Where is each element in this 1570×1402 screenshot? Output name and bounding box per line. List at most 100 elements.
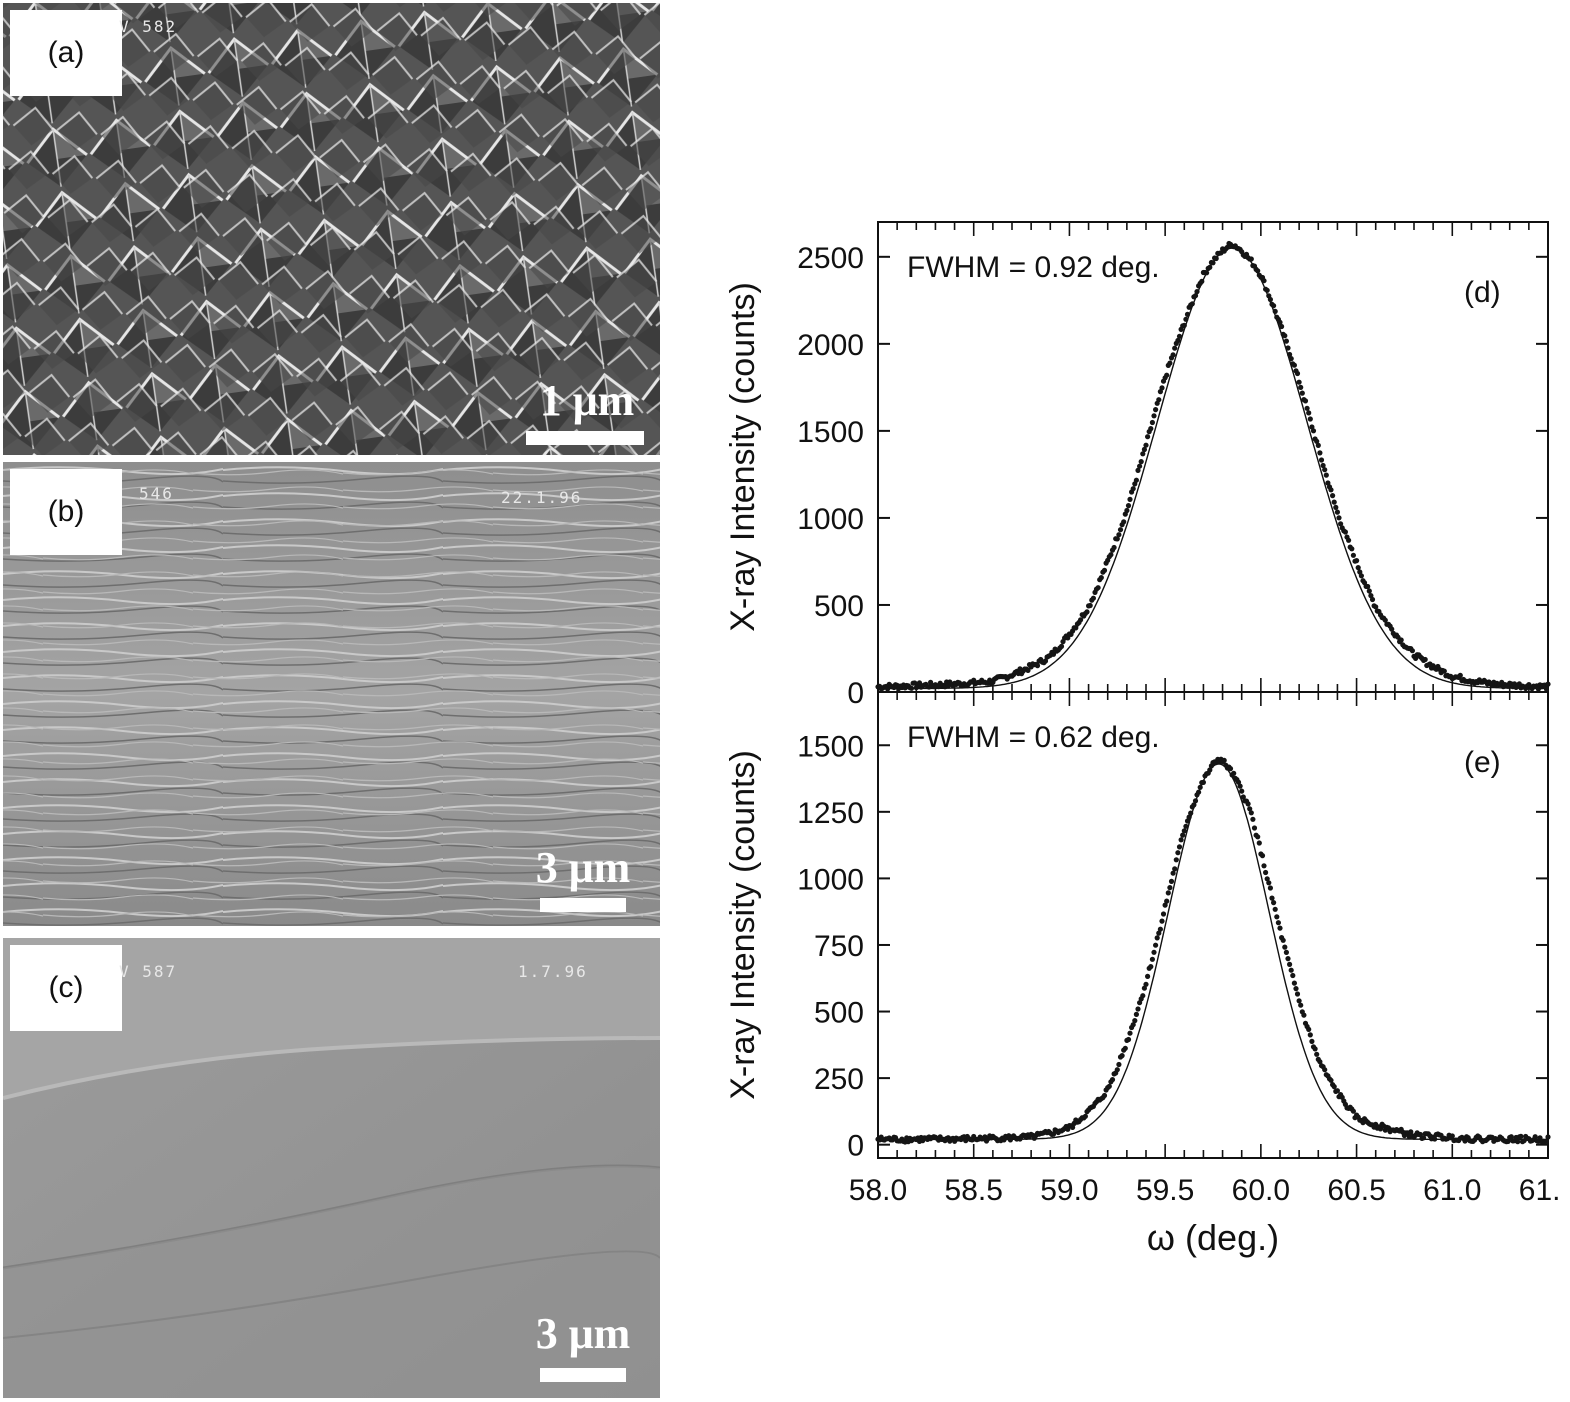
data-point <box>1172 866 1178 872</box>
micrograph-c: (c) V 587 1.7.96 3 μm <box>3 938 660 1398</box>
y-tick-label: 1000 <box>797 503 864 536</box>
data-point <box>1346 537 1352 543</box>
data-point <box>1188 810 1194 816</box>
data-point <box>1153 942 1159 948</box>
data-point <box>1098 575 1104 581</box>
data-point <box>1157 926 1163 932</box>
data-point <box>1269 895 1275 901</box>
data-point <box>1042 658 1049 664</box>
data-point <box>1261 863 1267 869</box>
x-tick-label: 61.5 <box>1519 1174 1560 1207</box>
data-point <box>1184 818 1191 824</box>
y-axis-label-d: X-ray Intensity (counts) <box>724 282 762 632</box>
data-point <box>1543 1138 1549 1144</box>
data-point <box>1124 507 1130 514</box>
data-point <box>1084 609 1090 615</box>
data-point <box>1180 832 1186 838</box>
data-point <box>1167 885 1173 891</box>
scale-bar-label: 1 μm <box>539 376 635 425</box>
data-point <box>1114 536 1120 542</box>
data-point <box>1197 784 1203 790</box>
data-point <box>1320 462 1326 469</box>
data-point <box>1181 322 1187 328</box>
data-point <box>1322 1067 1328 1073</box>
micrograph-stamp-id: 546 <box>139 484 174 503</box>
data-point <box>1143 442 1149 448</box>
data-point <box>1127 496 1133 502</box>
micrograph-b-image <box>3 462 660 926</box>
data-point <box>1306 1026 1312 1032</box>
data-point <box>1167 360 1173 366</box>
fwhm-annotation-d: FWHM = 0.92 deg. <box>907 251 1160 284</box>
data-point <box>1310 428 1317 434</box>
data-point <box>1149 956 1155 962</box>
data-point <box>1250 816 1256 822</box>
x-axis-label: ω (deg.) <box>1147 1217 1279 1258</box>
data-point <box>1298 384 1304 390</box>
data-point <box>1307 416 1313 422</box>
y-tick-label: 1250 <box>797 797 864 830</box>
scale-bar-label: 3 μm <box>535 1309 631 1358</box>
data-point <box>1328 1077 1334 1083</box>
data-point <box>1318 457 1325 463</box>
data-point <box>1148 964 1154 970</box>
data-point <box>1125 503 1132 509</box>
data-point <box>1272 308 1278 314</box>
data-point <box>1421 1135 1427 1141</box>
data-point <box>1106 1083 1112 1089</box>
data-point <box>1350 1108 1356 1114</box>
data-point <box>1156 930 1162 936</box>
data-point <box>1251 825 1258 831</box>
y-tick-label: 250 <box>814 1063 864 1096</box>
data-point <box>1334 1088 1340 1094</box>
data-point <box>1457 672 1463 678</box>
x-tick-label: 59.5 <box>1136 1174 1194 1207</box>
data-point <box>1271 303 1277 309</box>
data-point <box>1175 337 1181 344</box>
data-point <box>1291 362 1297 368</box>
data-point <box>1274 914 1280 920</box>
data-point <box>1287 351 1293 358</box>
data-point <box>1296 379 1302 385</box>
scale-bar <box>540 1368 626 1382</box>
data-point <box>1141 446 1147 453</box>
data-point <box>1159 385 1165 391</box>
data-point <box>1194 289 1200 295</box>
data-point <box>1330 493 1336 499</box>
data-point <box>1322 467 1328 473</box>
data-point <box>1255 834 1261 840</box>
data-point <box>1408 1129 1414 1135</box>
data-point <box>1172 345 1178 351</box>
data-point <box>1199 278 1205 284</box>
data-point <box>1259 853 1266 859</box>
data-point <box>1302 398 1309 404</box>
data-point <box>1133 1011 1139 1018</box>
data-point <box>1159 918 1165 924</box>
data-point <box>1331 1084 1337 1090</box>
micrograph-a: (a) V 582 1 μm <box>3 3 660 455</box>
data-point <box>1422 656 1428 663</box>
data-point <box>1148 426 1154 432</box>
data-point <box>1153 407 1159 413</box>
data-point <box>1264 287 1270 293</box>
data-point <box>1108 552 1114 558</box>
data-point <box>908 685 915 691</box>
data-point <box>1240 794 1246 800</box>
micrograph-stamp-id: V 582 <box>119 17 178 36</box>
panel-tag-e: (e) <box>1464 746 1501 779</box>
data-point <box>1109 1077 1116 1083</box>
data-point <box>1293 986 1299 992</box>
x-tick-label: 58.5 <box>945 1174 1003 1207</box>
data-points-d <box>875 240 1551 692</box>
data-point <box>1354 558 1360 564</box>
data-point <box>1355 565 1361 571</box>
y-tick-label: 500 <box>814 997 864 1030</box>
data-point <box>1283 949 1289 956</box>
data-point <box>1141 985 1147 991</box>
data-point <box>1333 504 1339 510</box>
data-point <box>1082 1113 1088 1119</box>
data-point <box>1417 1131 1423 1138</box>
data-point <box>1350 552 1356 558</box>
data-point <box>1173 857 1179 863</box>
data-point <box>1545 1134 1551 1140</box>
